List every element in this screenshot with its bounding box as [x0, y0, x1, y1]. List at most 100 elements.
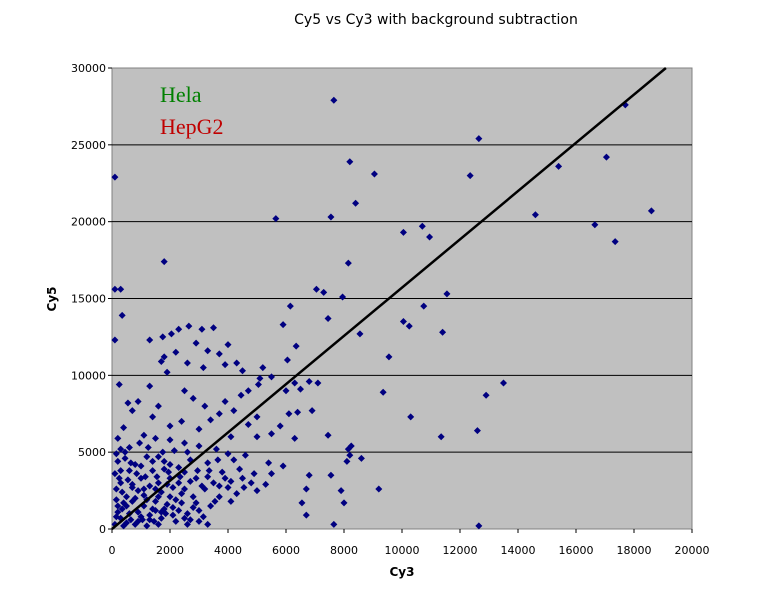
grid-lines: [112, 144, 692, 453]
data-point: [227, 433, 235, 441]
data-point: [320, 288, 328, 296]
data-point: [146, 511, 154, 519]
y-tick-label: 20000: [71, 216, 106, 229]
data-point: [121, 454, 129, 462]
data-point: [154, 479, 162, 487]
data-point: [327, 471, 335, 479]
data-point: [134, 517, 142, 525]
data-point: [308, 407, 316, 415]
data-point: [239, 474, 246, 482]
data-point: [195, 442, 203, 450]
data-point: [114, 502, 122, 510]
data-point: [268, 430, 275, 438]
data-point: [175, 479, 183, 487]
data-point: [112, 450, 120, 458]
data-point: [347, 442, 355, 450]
data-point: [133, 470, 141, 478]
data-point: [162, 510, 170, 518]
data-point: [426, 233, 434, 241]
data-point: [123, 493, 130, 501]
data-point: [204, 347, 212, 355]
data-point: [146, 482, 154, 490]
data-point: [166, 493, 174, 501]
data-point: [154, 520, 162, 528]
data-point: [115, 381, 123, 389]
data-point: [233, 359, 241, 367]
data-point: [256, 374, 264, 382]
data-point: [385, 353, 393, 361]
data-point: [204, 459, 212, 467]
data-point: [282, 387, 290, 395]
data-point: [114, 457, 122, 465]
data-point: [166, 436, 174, 444]
data-point: [149, 413, 157, 421]
data-point: [146, 516, 154, 524]
data-point: [178, 499, 186, 507]
data-point: [131, 494, 139, 502]
data-point: [149, 457, 157, 465]
data-point: [247, 479, 255, 487]
x-tick-label: 8000: [330, 544, 358, 557]
x-tick-label: 20000: [675, 544, 710, 557]
data-point: [117, 285, 125, 293]
data-point: [210, 479, 217, 487]
y-tick-label: 0: [99, 523, 106, 536]
data-point: [178, 417, 186, 425]
data-point: [272, 215, 280, 223]
data-point: [137, 513, 145, 521]
x-tick-label: 0: [109, 544, 116, 557]
data-point: [181, 514, 188, 522]
data-point: [118, 311, 126, 319]
data-point: [204, 520, 212, 528]
data-point: [330, 520, 338, 528]
data-point: [192, 474, 200, 482]
data-point: [339, 293, 347, 301]
data-point: [140, 491, 148, 499]
data-point: [153, 473, 161, 481]
data-point: [154, 493, 162, 501]
data-point: [166, 460, 174, 468]
data-point: [152, 497, 159, 505]
data-point: [157, 508, 165, 516]
data-point: [344, 259, 352, 267]
data-point: [205, 467, 213, 475]
data-point: [124, 399, 132, 407]
data-point: [379, 388, 387, 396]
data-point: [268, 470, 275, 478]
data-point: [195, 425, 203, 433]
data-point: [120, 424, 128, 432]
data-point: [221, 361, 229, 369]
data-point: [343, 457, 351, 465]
data-point: [253, 487, 261, 495]
data-point: [298, 499, 306, 507]
x-tick-label: 10000: [385, 544, 420, 557]
data-point: [146, 382, 154, 390]
data-point: [218, 468, 226, 476]
data-point: [210, 324, 217, 332]
data-point: [140, 431, 148, 439]
data-point: [189, 493, 197, 501]
data-point: [227, 477, 235, 485]
data-point: [186, 477, 194, 485]
data-point: [128, 407, 136, 415]
data-point: [198, 325, 206, 333]
data-point: [175, 464, 183, 472]
data-point: [215, 493, 223, 501]
data-point: [170, 447, 178, 455]
data-point: [531, 211, 539, 219]
data-point: [276, 422, 284, 430]
data-point: [160, 258, 168, 266]
data-point: [195, 507, 203, 515]
data-point: [240, 484, 248, 492]
data-point: [154, 453, 162, 461]
data-point: [137, 462, 145, 470]
data-point: [291, 379, 299, 387]
data-point: [211, 497, 219, 505]
data-point: [165, 468, 173, 476]
data-point: [482, 391, 490, 399]
data-point: [136, 439, 144, 447]
data-point: [111, 336, 119, 344]
data-point: [127, 459, 135, 467]
data-point: [302, 485, 310, 493]
data-point: [443, 290, 451, 298]
